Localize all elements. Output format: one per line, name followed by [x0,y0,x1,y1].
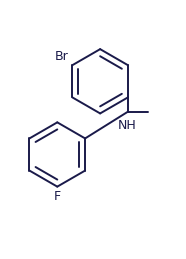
Text: NH: NH [117,119,136,132]
Text: Br: Br [55,49,69,62]
Text: F: F [54,190,61,203]
